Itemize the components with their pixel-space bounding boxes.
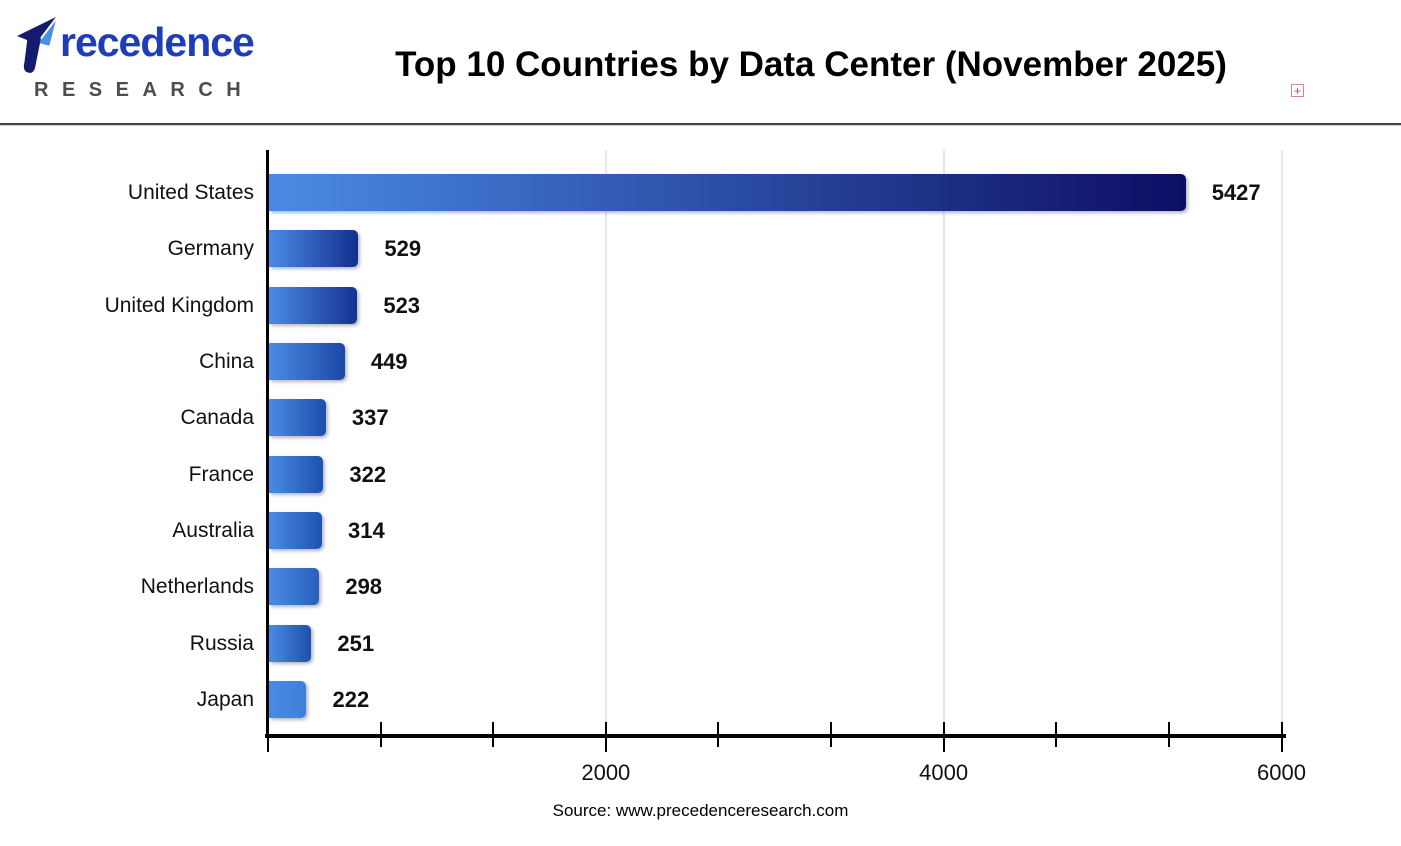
- gridline: [604, 150, 607, 734]
- value-label: 222: [332, 687, 370, 713]
- category-label: China: [199, 350, 254, 374]
- category-label: Netherlands: [140, 575, 254, 599]
- category-label: United States: [127, 181, 254, 204]
- bar: [269, 512, 323, 550]
- bar: [269, 455, 324, 493]
- category-label: United Kingdom: [104, 293, 254, 317]
- x-axis-tick-label: 2000: [581, 760, 631, 785]
- bar: [269, 286, 358, 324]
- logo-paper-plane-p-icon: [17, 15, 59, 73]
- x-axis-minor-tick: [830, 722, 833, 747]
- x-axis-major-tick: [604, 722, 607, 752]
- value-label: 5427: [1211, 180, 1261, 205]
- x-axis-major-tick: [267, 722, 269, 752]
- logo-brand-text: recedence: [60, 19, 255, 65]
- precedence-research-logo: recedence RESEARCH: [14, 10, 274, 102]
- x-axis-minor-tick: [492, 722, 495, 747]
- gridline: [942, 150, 945, 734]
- expand-plus-icon[interactable]: +: [1291, 84, 1304, 97]
- value-label: 251: [337, 630, 375, 656]
- category-label: Australia: [172, 519, 254, 543]
- value-label: 298: [345, 574, 383, 600]
- bar: [269, 343, 345, 381]
- bar: [269, 174, 1186, 211]
- value-label: 529: [384, 236, 422, 262]
- bar: [269, 624, 312, 662]
- x-axis-tick-label: 6000: [1257, 760, 1306, 785]
- bar: [269, 681, 307, 719]
- header-separator: [0, 123, 1401, 126]
- category-label: Russia: [189, 631, 254, 655]
- value-label: 337: [351, 405, 389, 431]
- x-axis-minor-tick: [717, 722, 720, 747]
- source-text: Source: www.precedenceresearch.com: [552, 801, 849, 820]
- gridline: [1280, 150, 1283, 734]
- category-label: France: [188, 462, 254, 486]
- x-axis-line: [265, 734, 1286, 738]
- value-label: 523: [383, 292, 421, 318]
- bar: [269, 230, 359, 268]
- x-axis-major-tick: [942, 722, 945, 752]
- bar: [269, 399, 326, 437]
- y-axis-line: [266, 150, 269, 738]
- category-label: Japan: [196, 688, 254, 712]
- x-axis-minor-tick: [379, 722, 382, 747]
- value-label: 449: [370, 349, 408, 375]
- category-label: Canada: [180, 406, 254, 430]
- value-label: 314: [348, 518, 385, 544]
- x-axis-major-tick: [1280, 722, 1283, 752]
- chart-title: Top 10 Countries by Data Center (Novembe…: [395, 45, 1227, 84]
- x-axis-minor-tick: [1167, 722, 1170, 747]
- x-axis-tick-label: 4000: [919, 760, 969, 785]
- x-axis-minor-tick: [1055, 722, 1058, 747]
- bar: [269, 568, 320, 606]
- value-label: 322: [349, 461, 387, 487]
- logo-subtitle-text: RESEARCH: [34, 79, 255, 101]
- category-label: Germany: [167, 237, 254, 261]
